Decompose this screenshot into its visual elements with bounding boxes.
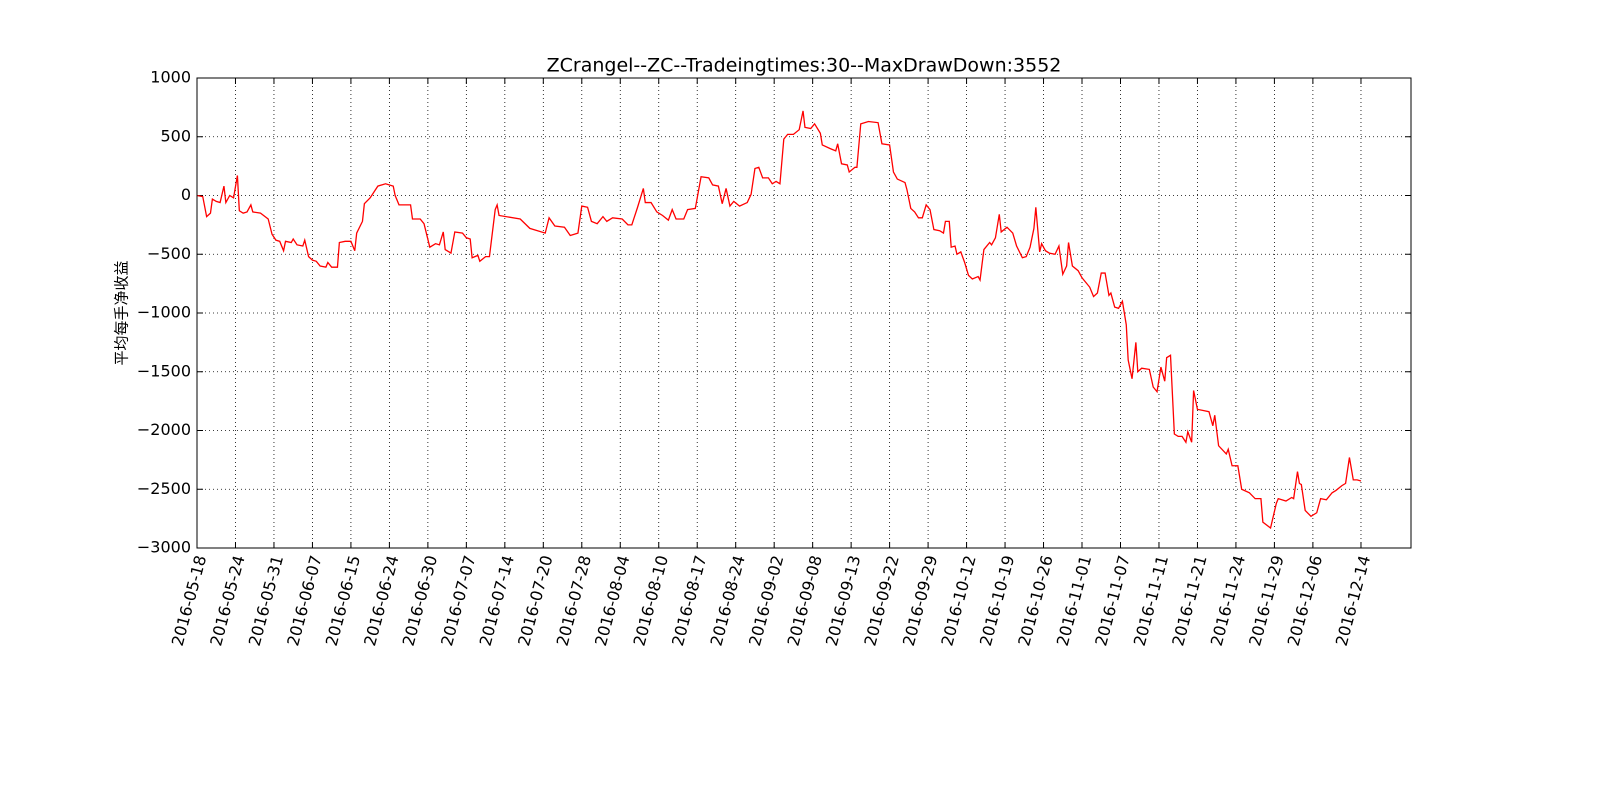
x-tick-label: 2016-08-17: [668, 553, 710, 648]
y-axis-label: 平均每手净收益: [113, 260, 131, 365]
x-tick-label: 2016-06-07: [283, 553, 325, 648]
y-tick-label: −2500: [137, 479, 191, 498]
x-tick-label: 2016-07-07: [437, 553, 479, 648]
x-tick-label: 2016-12-14: [1332, 553, 1374, 648]
x-tick-label: 2016-06-24: [360, 553, 402, 648]
x-tick-label: 2016-09-02: [745, 553, 787, 648]
y-tick-label: −500: [147, 244, 191, 263]
x-tick-label: 2016-09-22: [860, 553, 902, 648]
x-tick-label: 2016-08-10: [630, 553, 672, 648]
x-tick-label: 2016-09-29: [899, 553, 941, 648]
y-tick-label: 0: [181, 185, 191, 204]
x-tick-label: 2016-11-29: [1245, 553, 1287, 648]
x-tick-label: 2016-11-11: [1130, 553, 1172, 648]
x-tick-label: 2016-07-14: [476, 553, 518, 648]
x-tick-label: 2016-10-19: [976, 553, 1018, 648]
x-tick-label: 2016-05-18: [168, 553, 210, 648]
plot-frame: [196, 77, 1412, 549]
x-tick-label: 2016-11-01: [1053, 553, 1095, 648]
x-tick-label: 2016-05-24: [206, 553, 248, 648]
x-tick-label: 2016-09-13: [822, 553, 864, 648]
x-tick-label: 2016-08-24: [706, 553, 748, 648]
data-line: [196, 110, 1362, 530]
x-tick-label: 2016-11-24: [1207, 553, 1249, 648]
x-tick-label: 2016-07-20: [514, 553, 556, 648]
y-tick-label: −1000: [137, 303, 191, 322]
y-tick-label: 1000: [150, 68, 191, 87]
x-tick-label: 2016-11-07: [1091, 553, 1133, 648]
y-tick-label: −1500: [137, 361, 191, 380]
y-tick-label: 500: [160, 126, 191, 145]
x-tick-label: 2016-10-26: [1014, 553, 1056, 648]
x-tick-label: 2016-09-08: [783, 553, 825, 648]
x-tick-label: 2016-10-12: [937, 553, 979, 648]
chart-title: ZCrangel--ZC--Tradeingtimes:30--MaxDrawD…: [547, 55, 1062, 77]
x-tick-label: 2016-06-15: [322, 553, 364, 648]
x-tick-label: 2016-12-06: [1284, 553, 1326, 648]
y-tick-label: −3000: [137, 538, 191, 557]
x-tick-label: 2016-11-21: [1168, 553, 1210, 648]
y-tick-label: −2000: [137, 420, 191, 439]
x-tick-label: 2016-07-28: [553, 553, 595, 648]
x-tick-label: 2016-05-31: [245, 553, 287, 648]
x-tick-label: 2016-08-04: [591, 553, 633, 648]
x-tick-label: 2016-06-30: [399, 553, 441, 648]
